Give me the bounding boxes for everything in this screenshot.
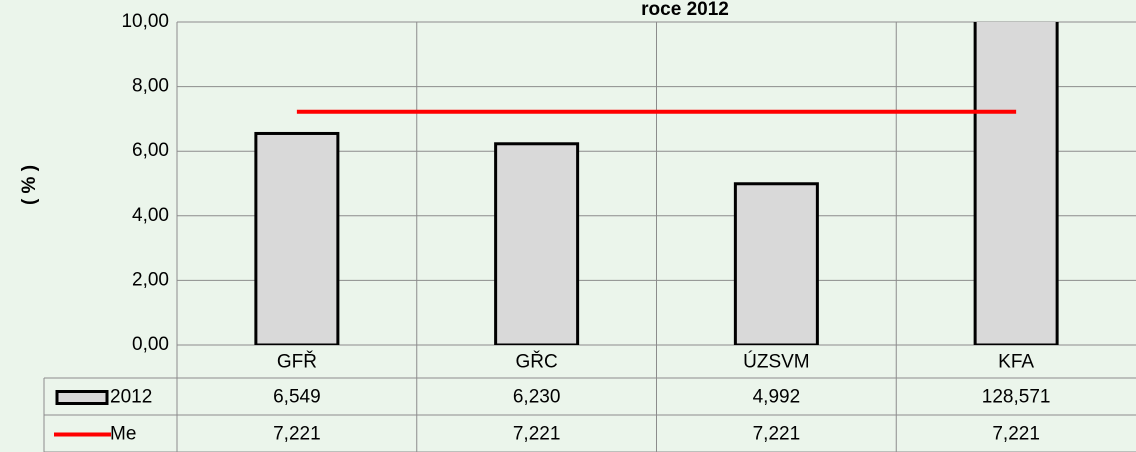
- table-value: 7,221: [992, 424, 1040, 445]
- x-tick-label: GFŘ: [277, 351, 317, 373]
- y-tick-label: 6,00: [132, 140, 169, 161]
- bar: [973, 22, 1059, 345]
- y-tick-label: 0,00: [132, 334, 169, 355]
- table-value: 7,221: [753, 424, 801, 445]
- bar: [733, 182, 819, 345]
- legend-label: 2012: [110, 387, 152, 408]
- x-tick-label: KFA: [998, 352, 1034, 373]
- plot: [254, 22, 1059, 345]
- table-value: 128,571: [982, 387, 1051, 408]
- bar: [494, 142, 580, 345]
- y-axis-title: ( % ): [19, 165, 40, 205]
- y-tick-label: 8,00: [132, 76, 169, 97]
- x-tick-label: GŘC: [516, 351, 558, 373]
- x-tick-label: ÚZSVM: [743, 351, 810, 373]
- legend-label: Me: [110, 424, 136, 445]
- table-value: 7,221: [513, 424, 561, 445]
- table-value: 7,221: [273, 424, 321, 445]
- bar: [254, 131, 340, 345]
- table-value: 6,230: [513, 387, 561, 408]
- legend-swatch: [55, 390, 109, 405]
- table-value: 6,549: [273, 387, 321, 408]
- chart-title: roce 2012: [641, 0, 729, 20]
- y-tick-label: 10,00: [121, 11, 169, 32]
- table-value: 4,992: [753, 387, 801, 408]
- y-tick-label: 4,00: [132, 205, 169, 226]
- y-tick-label: 2,00: [132, 269, 169, 290]
